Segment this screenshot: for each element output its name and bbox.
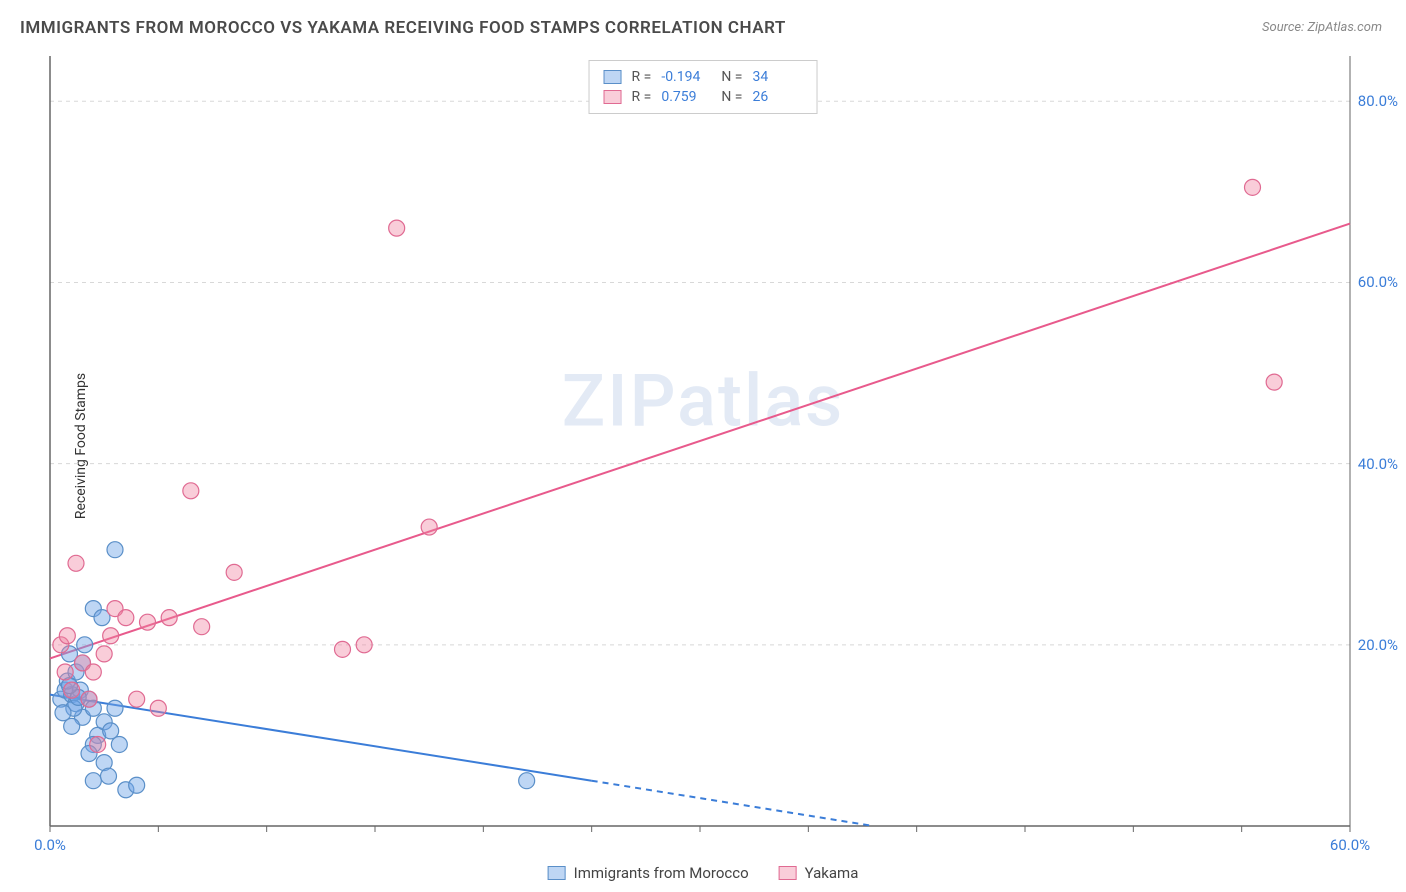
legend-swatch-series2 [779,866,797,880]
legend-swatch-series1 [548,866,566,880]
n-value-1: 34 [752,69,802,85]
legend-item-series1: Immigrants from Morocco [548,864,749,882]
correlation-stats-box: R = -0.194 N = 34 R = 0.759 N = 26 [589,60,818,114]
legend: Immigrants from Morocco Yakama [548,864,859,882]
n-label-1: N = [721,69,742,85]
swatch-series2 [604,90,622,104]
r-value-1: -0.194 [661,69,711,85]
x-tick-label: 60.0% [1330,836,1370,854]
r-label-2: R = [632,89,652,105]
y-tick-label: 40.0% [1358,455,1398,473]
scatter-plot [0,0,1406,892]
legend-label-series1: Immigrants from Morocco [574,864,749,882]
y-tick-label: 80.0% [1358,92,1398,110]
stats-row-series1: R = -0.194 N = 34 [604,67,803,87]
x-tick-label: 0.0% [34,836,66,854]
y-tick-label: 20.0% [1358,636,1398,654]
r-label-1: R = [632,69,652,85]
r-value-2: 0.759 [661,89,711,105]
y-tick-label: 60.0% [1358,273,1398,291]
n-value-2: 26 [752,89,802,105]
legend-label-series2: Yakama [805,864,859,882]
legend-item-series2: Yakama [779,864,859,882]
swatch-series1 [604,70,622,84]
stats-row-series2: R = 0.759 N = 26 [604,87,803,107]
n-label-2: N = [721,89,742,105]
chart-container: IMMIGRANTS FROM MOROCCO VS YAKAMA RECEIV… [0,0,1406,892]
